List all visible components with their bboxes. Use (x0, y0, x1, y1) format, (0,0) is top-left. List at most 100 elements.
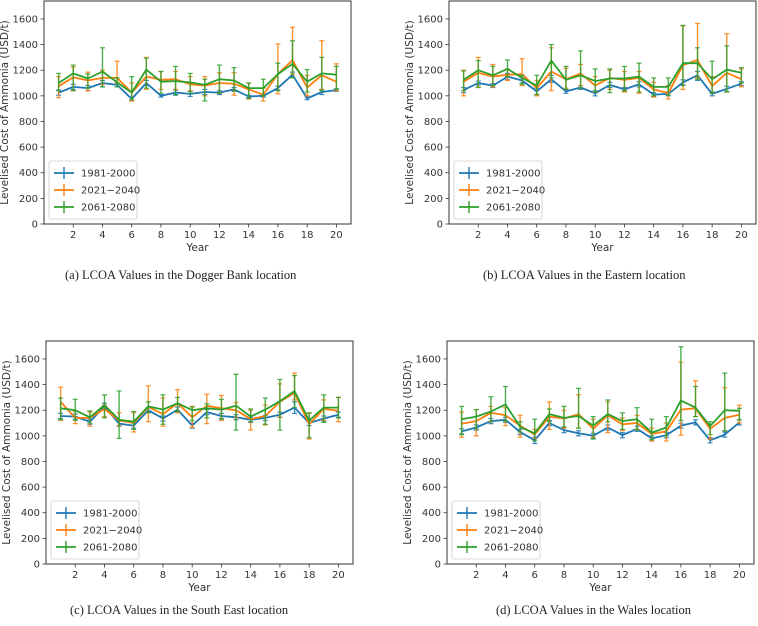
x-tick-label: 20 (733, 570, 746, 581)
x-tick-label: 14 (242, 230, 255, 241)
series-2 (58, 372, 341, 440)
y-tick-label: 400 (424, 168, 443, 179)
x-tick-label: 4 (101, 570, 107, 581)
x-tick-label: 8 (561, 570, 567, 581)
y-tick-label: 1600 (15, 354, 40, 365)
y-axis-label: Levelised Cost of Ammonia (USD/t) (1, 360, 13, 544)
legend-item: 2021−2040 (457, 524, 543, 537)
x-tick-label: 20 (330, 230, 343, 241)
series-line (60, 405, 339, 427)
y-tick-label: 200 (424, 194, 443, 205)
y-tick-label: 800 (19, 117, 38, 128)
legend-item: 2021−2040 (56, 524, 142, 537)
legend-label: 2061-2080 (486, 203, 541, 214)
y-tick-label: 0 (34, 560, 40, 571)
x-tick-label: 8 (158, 230, 164, 241)
legend: 1981-2000 2021−2040 2061-2080 (453, 160, 545, 220)
x-tick-label: 6 (129, 230, 135, 241)
y-tick-label: 1600 (416, 354, 441, 365)
series-line (461, 399, 740, 435)
x-tick-label: 2 (475, 230, 481, 241)
x-tick-label: 6 (131, 570, 137, 581)
series-line (58, 62, 337, 94)
x-tick-label: 12 (616, 570, 629, 581)
x-tick-label: 16 (677, 230, 690, 241)
y-tick-label: 600 (19, 143, 38, 154)
y-tick-label: 1200 (13, 66, 38, 77)
legend-item: 2061-2080 (459, 201, 541, 214)
y-tick-label: 1600 (418, 14, 443, 25)
y-tick-label: 1200 (15, 406, 40, 417)
chart-panel-c: 0 200 400 600 800 1000 1200 1400 1600 2 4 6 8 10 12 14 1… (0, 330, 380, 626)
y-tick-label: 1400 (13, 40, 38, 51)
x-tick-label: 12 (618, 230, 631, 241)
x-tick-label: 10 (186, 570, 199, 581)
legend-label: 2021−2040 (81, 186, 140, 197)
legend-label: 1981-2000 (81, 169, 136, 180)
y-tick-label: 800 (422, 457, 441, 468)
x-tick-label: 20 (735, 230, 748, 241)
legend: 1981-2000 2021−2040 2061-2080 (48, 160, 140, 220)
x-tick-label: 4 (99, 230, 105, 241)
series-3 (461, 24, 744, 97)
y-axis-label: Levelised Cost of Ammonia (USD/t) (402, 360, 414, 544)
x-axis-label: Year (187, 582, 211, 594)
x-tick-label: 14 (645, 570, 658, 581)
y-tick-label: 200 (21, 534, 40, 545)
series-line (463, 74, 742, 96)
caption-b: (b) LCOA Values in the Eastern location (483, 268, 686, 282)
legend-item: 1981-2000 (54, 167, 136, 180)
x-tick-label: 2 (70, 230, 76, 241)
series-3 (56, 40, 339, 102)
legend-item: 2061-2080 (457, 541, 539, 554)
x-tick-label: 14 (647, 230, 660, 241)
y-tick-label: 400 (21, 508, 40, 519)
caption-d: (d) LCOA Values in the Wales location (496, 603, 692, 617)
chart-c: 0 200 400 600 800 1000 1200 1400 1600 2 4 6 8 10 12 14 1… (1, 340, 354, 594)
x-axis-label: Year (588, 582, 612, 594)
y-tick-label: 1200 (416, 406, 441, 417)
y-tick-label: 1200 (418, 66, 443, 77)
legend-label: 2061-2080 (81, 203, 136, 214)
y-tick-label: 400 (19, 168, 38, 179)
y-tick-label: 1000 (416, 431, 441, 442)
x-tick-label: 4 (502, 570, 508, 581)
y-tick-label: 0 (32, 220, 38, 231)
y-tick-label: 600 (424, 143, 443, 154)
x-tick-label: 10 (184, 230, 197, 241)
legend: 1981-2000 2021−2040 2061-2080 (451, 500, 543, 560)
series-2 (56, 26, 339, 102)
y-tick-label: 800 (424, 117, 443, 128)
x-tick-label: 18 (301, 230, 314, 241)
legend-item: 1981-2000 (56, 507, 138, 520)
plot-frame (45, 340, 354, 565)
x-axis-label: Year (185, 242, 209, 254)
plot-frame (448, 0, 757, 225)
y-tick-label: 600 (21, 483, 40, 494)
plot-frame (43, 0, 352, 225)
legend: 1981-2000 2021−2040 2061-2080 (50, 500, 142, 560)
x-tick-label: 18 (303, 570, 316, 581)
series-line (58, 59, 337, 96)
legend-box (50, 500, 140, 560)
series-2 (461, 22, 744, 100)
legend-label: 2021−2040 (484, 526, 543, 537)
chart-panel-d: 0 200 400 600 800 1000 1200 1400 1600 2 4 6 8 10 12 14 1… (380, 330, 758, 626)
y-axis-label: Levelised Cost of Ammonia (USD/t) (0, 20, 11, 204)
x-tick-label: 4 (504, 230, 510, 241)
y-tick-label: 0 (435, 560, 441, 571)
x-tick-label: 8 (160, 570, 166, 581)
plot-frame (446, 340, 755, 565)
y-tick-label: 1000 (15, 431, 40, 442)
y-tick-label: 0 (437, 220, 443, 231)
legend-item: 2021−2040 (459, 184, 545, 197)
legend-item: 2061-2080 (54, 201, 136, 214)
series-line (463, 59, 742, 95)
x-tick-label: 12 (213, 230, 226, 241)
legend-item: 1981-2000 (457, 507, 539, 520)
legend-label: 2061-2080 (83, 543, 138, 554)
legend-box (48, 160, 138, 220)
x-tick-label: 12 (215, 570, 228, 581)
series-line (58, 73, 337, 100)
chart-b: 0 200 400 600 800 1000 1200 1400 1600 2 4 6 8 10 12 14 1… (404, 0, 757, 254)
